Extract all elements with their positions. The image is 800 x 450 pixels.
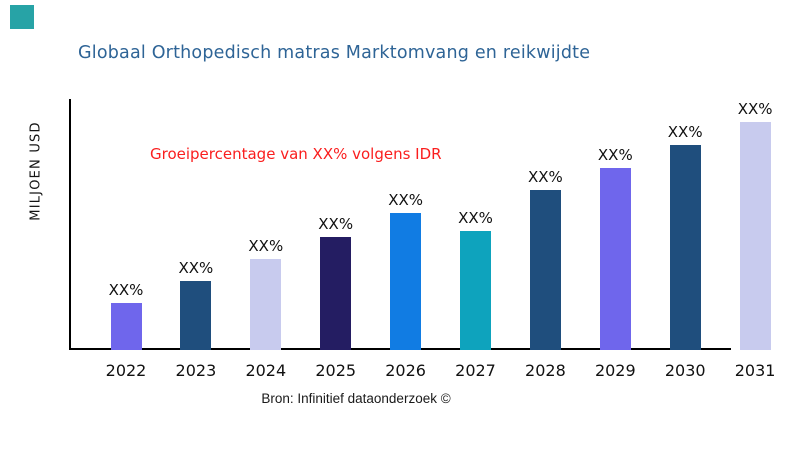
source-attribution: Bron: Infinitief dataonderzoek © — [261, 391, 451, 406]
value-label-2027: XX% — [458, 209, 493, 227]
growth-rate-annotation: Groeipercentage van XX% volgens IDR — [150, 145, 442, 163]
bar-2027 — [460, 231, 491, 350]
value-label-2023: XX% — [178, 259, 214, 277]
bar-2026 — [390, 213, 422, 350]
x-tick-2025: 2025 — [315, 361, 357, 380]
value-label-2028: XX% — [527, 168, 563, 186]
value-label-2025: XX% — [318, 215, 354, 233]
value-label-2030: XX% — [667, 123, 703, 141]
x-tick-2031: 2031 — [734, 361, 776, 380]
x-tick-2030: 2030 — [664, 361, 706, 380]
bar-2029 — [599, 168, 631, 350]
value-label-2022: XX% — [108, 281, 144, 299]
bar-2025 — [320, 237, 352, 350]
y-axis-label: MILJOEN USD — [28, 121, 44, 221]
x-tick-2028: 2028 — [525, 361, 566, 380]
y-axis-line — [69, 99, 71, 350]
value-label-2029: XX% — [597, 146, 633, 164]
value-label-2026: XX% — [388, 191, 423, 209]
bar-2031 — [739, 122, 771, 350]
value-label-2031: XX% — [737, 100, 773, 118]
brand-logo-mark — [10, 5, 34, 29]
bar-2023 — [180, 281, 212, 350]
x-tick-2024: 2024 — [245, 361, 287, 380]
x-tick-2027: 2027 — [455, 361, 496, 380]
bar-2022 — [110, 303, 142, 350]
x-tick-2023: 2023 — [175, 361, 217, 380]
bar-2024 — [250, 259, 282, 350]
x-tick-2022: 2022 — [105, 361, 147, 380]
bar-2028 — [529, 190, 561, 350]
bar-2030 — [669, 145, 701, 350]
value-label-2024: XX% — [248, 237, 284, 255]
x-tick-2026: 2026 — [385, 361, 426, 380]
chart-title: Globaal Orthopedisch matras Marktomvang … — [78, 43, 591, 63]
x-tick-2029: 2029 — [594, 361, 636, 380]
